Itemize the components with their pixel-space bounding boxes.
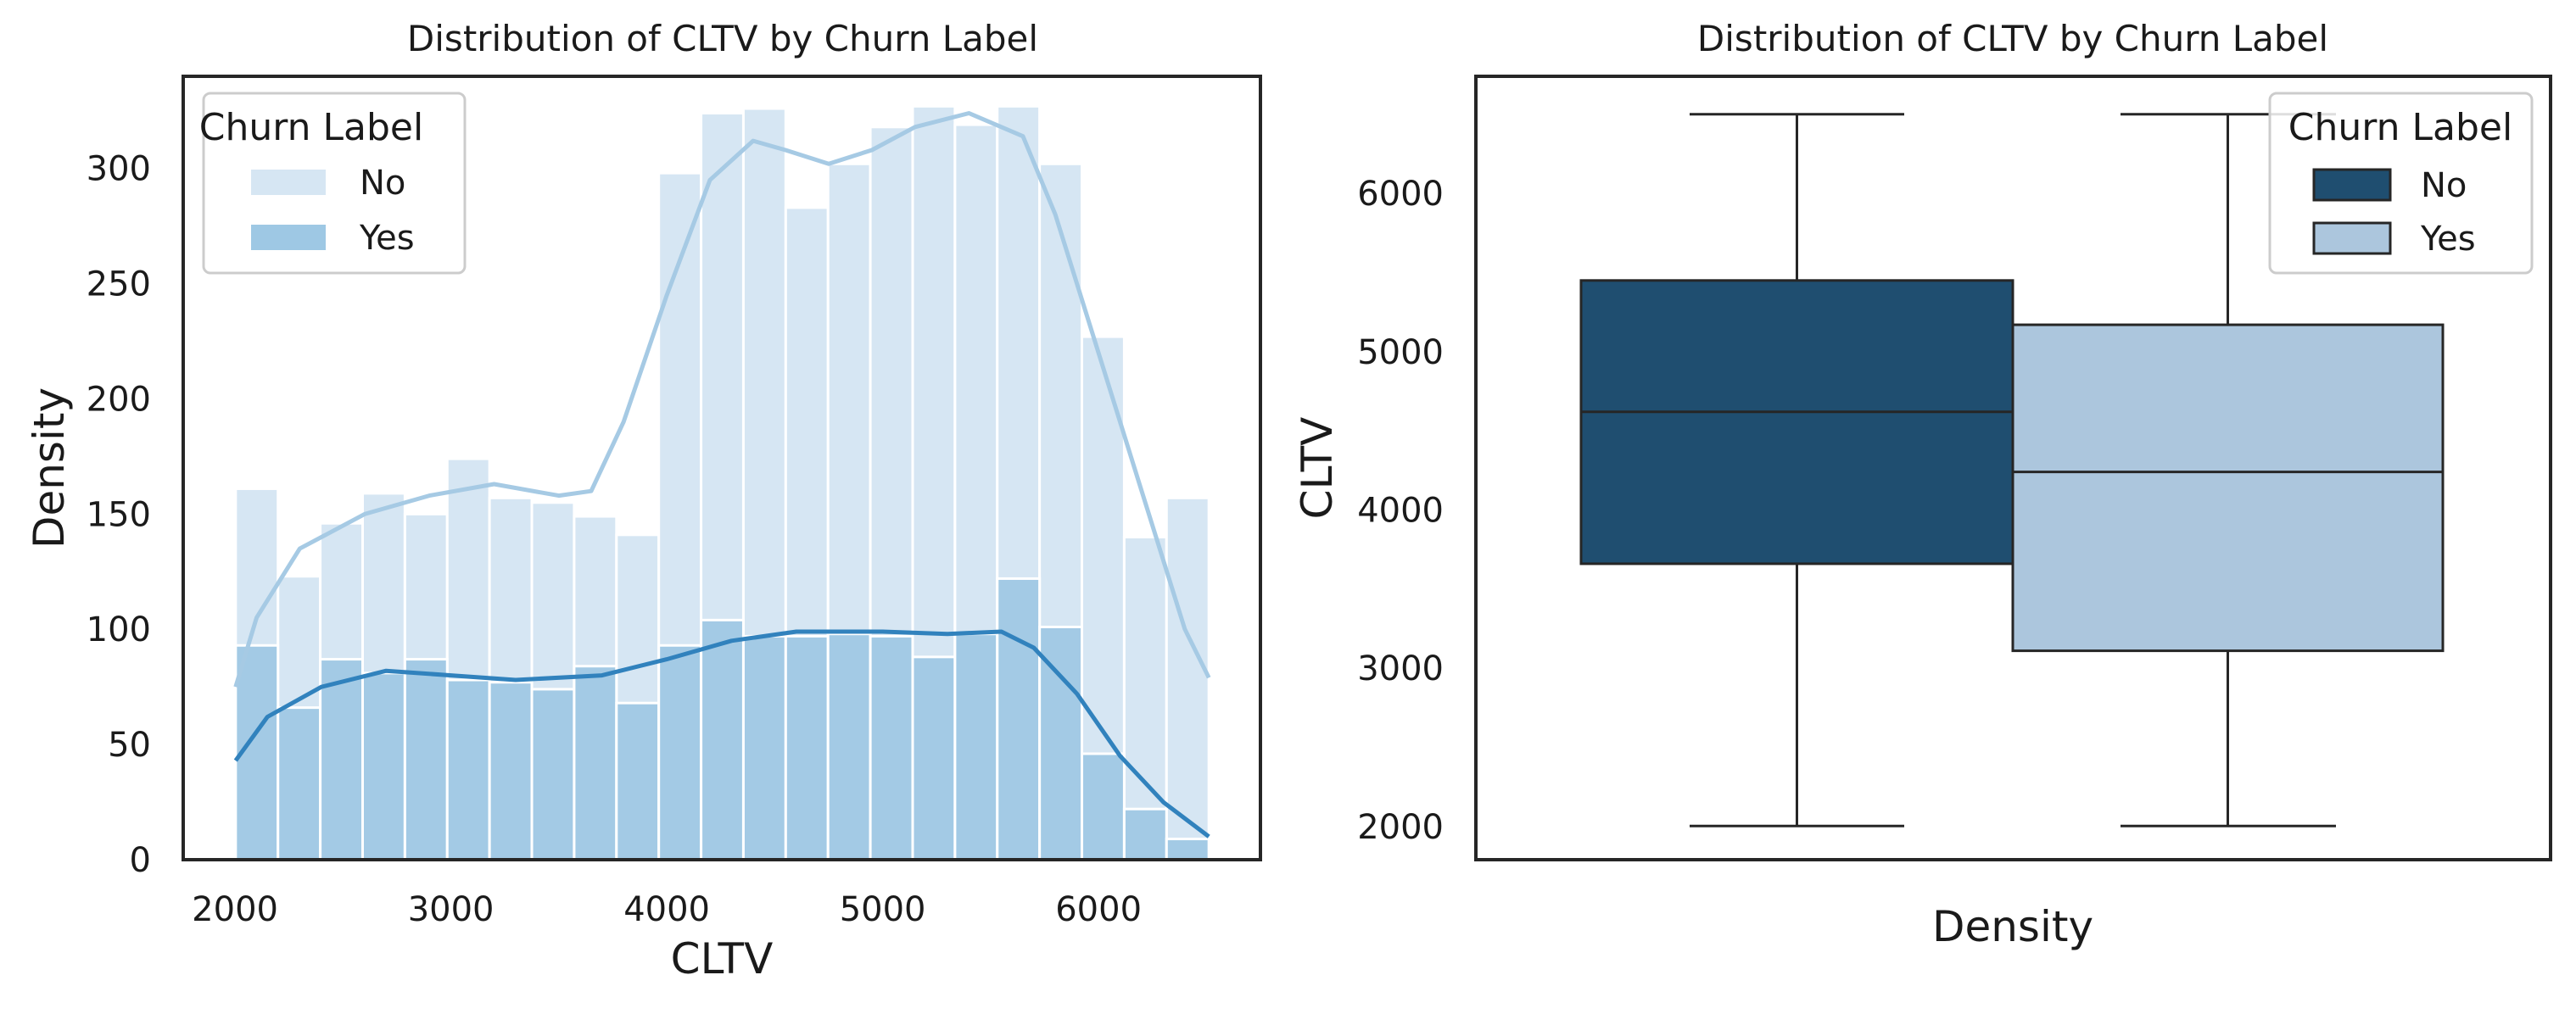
boxplot-legend-swatch-no xyxy=(2312,168,2392,202)
boxplot-box-yes xyxy=(2011,323,2445,653)
histogram-frame xyxy=(182,75,1262,861)
histogram-y-tick-label: 50 xyxy=(108,726,151,765)
kde-line-no xyxy=(233,111,1211,688)
histogram-x-tick-label: 3000 xyxy=(408,890,495,929)
boxplot-legend-label-yes: Yes xyxy=(2420,220,2476,259)
histogram-bar-yes xyxy=(1081,752,1126,861)
boxplot-panel: Distribution of CLTV by Churn Label 2000… xyxy=(1293,18,2552,951)
histogram-plot-area xyxy=(233,104,1211,861)
boxplot-y-tick-label: 5000 xyxy=(1357,333,1444,372)
histogram-bar-yes xyxy=(953,632,999,861)
histogram-panel: Distribution of CLTV by Churn Label 0 50 1… xyxy=(25,18,1262,983)
histogram-bar-yes xyxy=(360,671,406,861)
histogram-legend-title: Churn Label xyxy=(199,106,423,149)
boxplot-x-axis-label: Density xyxy=(1932,902,2093,951)
histogram-bar-yes xyxy=(784,634,830,861)
histogram-bar-yes xyxy=(1038,626,1084,861)
boxplot-legend-title: Churn Label xyxy=(2288,106,2512,149)
histogram-x-tick-label: 5000 xyxy=(840,890,926,929)
histogram-bar-yes xyxy=(445,678,491,861)
kde-line-yes xyxy=(233,629,1210,838)
boxplot-y-tick-label: 3000 xyxy=(1357,649,1444,688)
histogram-bar-yes xyxy=(615,701,661,861)
histogram-y-tick-label: 200 xyxy=(87,380,151,419)
histogram-y-tick-label: 150 xyxy=(87,495,151,534)
histogram-bar-yes xyxy=(488,681,534,861)
histogram-bar-yes xyxy=(573,665,618,861)
boxplot-y-ticks: 2000 3000 4000 5000 6000 xyxy=(1357,175,1444,847)
histogram-bar-no xyxy=(1165,496,1210,861)
histogram-x-ticks: 2000 3000 4000 5000 6000 xyxy=(192,890,1142,929)
histogram-legend: Churn Label No Yes xyxy=(199,92,467,275)
histogram-x-axis-label: CLTV xyxy=(671,934,774,983)
boxplot-y-tick-label: 2000 xyxy=(1357,808,1444,847)
histogram-x-tick-label: 2000 xyxy=(192,890,278,929)
histogram-legend-swatch-yes xyxy=(251,225,326,250)
histogram-x-tick-label: 6000 xyxy=(1055,890,1142,929)
histogram-y-ticks: 0 50 100 150 200 250 300 xyxy=(87,150,151,880)
histogram-bar-yes xyxy=(1165,838,1210,861)
histogram-y-tick-label: 300 xyxy=(87,150,151,189)
histogram-y-tick-label: 0 xyxy=(130,841,151,880)
boxplot-box-no xyxy=(1579,279,2014,566)
histogram-bar-yes xyxy=(911,655,957,861)
boxplot-y-tick-label: 6000 xyxy=(1357,175,1444,214)
histogram-bar-yes xyxy=(530,688,576,861)
histogram-bar-yes xyxy=(403,658,449,861)
histogram-title: Distribution of CLTV by Churn Label xyxy=(407,18,1038,59)
histogram-legend-label-no: No xyxy=(360,164,405,203)
boxplot-y-axis-label: CLTV xyxy=(1293,417,1342,520)
histogram-bar-yes xyxy=(996,577,1042,861)
histogram-bar-yes xyxy=(869,634,914,861)
histogram-legend-label-yes: Yes xyxy=(359,219,415,258)
histogram-y-axis-label: Density xyxy=(25,387,74,549)
boxplot-y-tick-label: 4000 xyxy=(1357,491,1444,530)
histogram-bar-yes xyxy=(700,618,745,861)
histogram-bar-yes xyxy=(319,658,364,861)
histogram-x-tick-label: 4000 xyxy=(623,890,710,929)
boxplot-legend: Churn Label No Yes xyxy=(2268,92,2534,275)
histogram-bar-yes xyxy=(277,706,322,861)
boxplot-legend-swatch-yes xyxy=(2312,221,2392,255)
histogram-y-tick-label: 100 xyxy=(87,610,151,649)
boxplot-title: Distribution of CLTV by Churn Label xyxy=(1697,18,2328,59)
histogram-bar-yes xyxy=(741,634,787,861)
histogram-bar-yes xyxy=(1122,807,1168,861)
histogram-bar-no xyxy=(1122,536,1168,861)
boxplot-plot-area xyxy=(1579,113,2445,827)
histogram-y-tick-label: 250 xyxy=(87,265,151,304)
histogram-bar-yes xyxy=(657,644,703,861)
boxplot-frame xyxy=(1474,75,2552,861)
boxplot-legend-label-no: No xyxy=(2421,166,2467,205)
histogram-bar-yes xyxy=(826,632,872,861)
histogram-legend-swatch-no xyxy=(251,170,326,195)
